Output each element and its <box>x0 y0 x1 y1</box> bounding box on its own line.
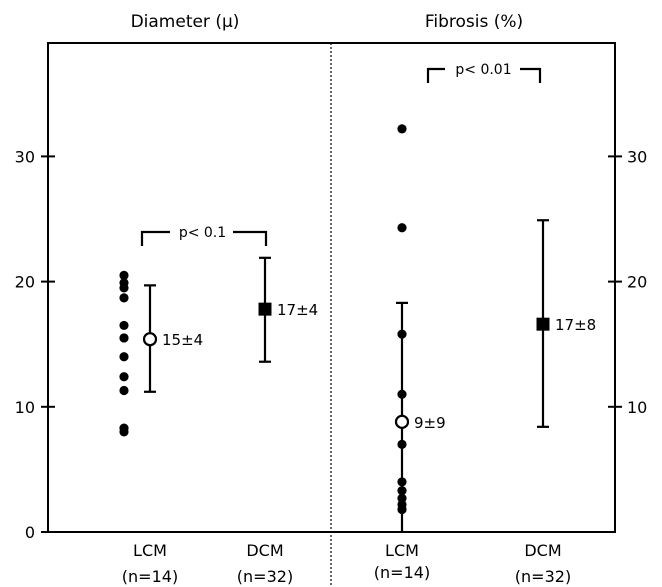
data-point <box>119 352 129 362</box>
data-point <box>119 372 129 382</box>
mean-marker-square <box>536 317 550 331</box>
y-tick-label: 30 <box>15 147 35 166</box>
n-label: (n=14) <box>374 563 430 582</box>
y-tick-label: 20 <box>627 273 647 292</box>
y-tick-label: 30 <box>627 147 647 166</box>
data-point <box>119 333 129 343</box>
data-point <box>119 385 129 396</box>
significance-bracket-right <box>520 67 542 83</box>
mean-label: 15±4 <box>162 331 203 349</box>
mean-label: 17±4 <box>277 301 318 319</box>
y-tick-label: 10 <box>627 398 647 417</box>
data-point <box>397 124 407 134</box>
n-label: (n=32) <box>515 567 571 586</box>
significance-label: p< 0.01 <box>455 62 511 78</box>
mean-label: 9±9 <box>414 414 446 432</box>
category-label: LCM <box>133 541 167 560</box>
data-point <box>119 283 129 293</box>
category-label: DCM <box>246 541 283 560</box>
mean-marker-square <box>258 302 272 316</box>
n-label: (n=32) <box>237 567 293 586</box>
significance-bracket-right <box>233 230 268 246</box>
category-label: DCM <box>524 541 561 560</box>
chart-title: Diameter (μ) <box>131 12 240 32</box>
significance-label: p< 0.1 <box>179 225 226 241</box>
y-tick-label: 10 <box>15 398 35 417</box>
data-point <box>119 293 129 303</box>
n-label: (n=14) <box>122 567 178 586</box>
category-label: LCM <box>385 541 419 560</box>
mean-marker-open <box>142 332 158 347</box>
mean-label: 17±8 <box>555 316 596 334</box>
mean-marker-open <box>394 414 410 429</box>
y-tick-label: 20 <box>15 273 35 292</box>
data-point <box>119 427 129 437</box>
y-tick-label: 0 <box>25 523 35 542</box>
significance-bracket-left <box>426 67 445 83</box>
data-point <box>119 270 129 280</box>
data-point <box>397 223 407 233</box>
chart-title: Fibrosis (%) <box>425 12 523 32</box>
data-point <box>119 320 129 331</box>
significance-bracket-left <box>140 230 170 246</box>
